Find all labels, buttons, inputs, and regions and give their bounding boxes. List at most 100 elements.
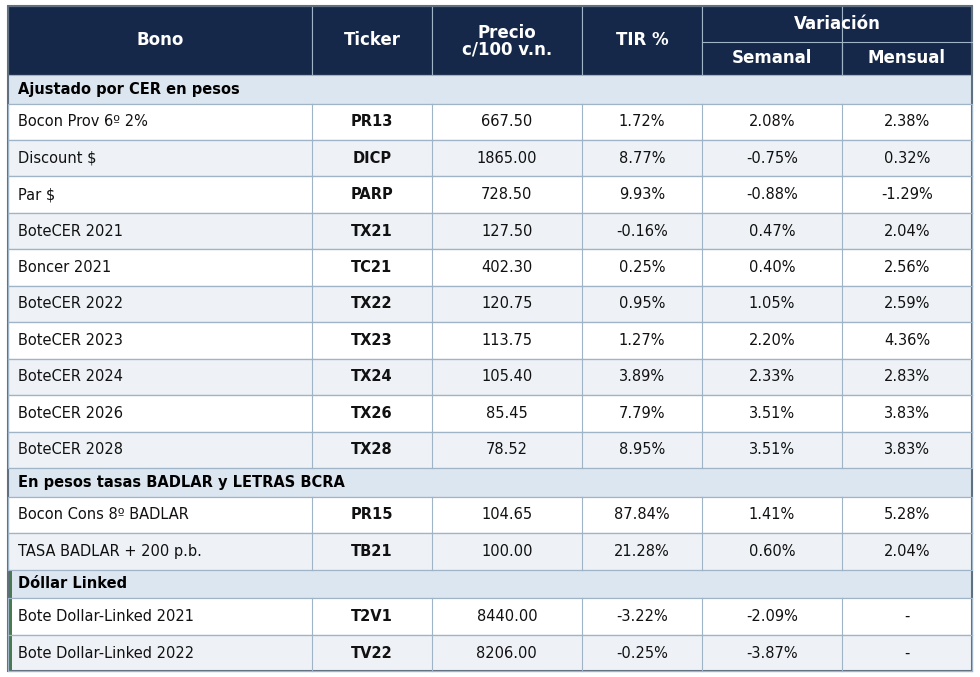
Text: 78.52: 78.52 <box>486 442 528 457</box>
Text: TASA BADLAR + 200 p.b.: TASA BADLAR + 200 p.b. <box>18 544 202 559</box>
Text: 3.83%: 3.83% <box>884 406 930 421</box>
Text: 8.95%: 8.95% <box>618 442 665 457</box>
Text: 3.83%: 3.83% <box>884 442 930 457</box>
Bar <box>312 5 432 74</box>
Text: 8.77%: 8.77% <box>618 151 665 166</box>
Text: -1.29%: -1.29% <box>881 187 933 202</box>
Bar <box>8 177 972 213</box>
Text: Mensual: Mensual <box>868 49 946 67</box>
Text: 0.40%: 0.40% <box>749 260 795 275</box>
Text: Bocon Prov 6º 2%: Bocon Prov 6º 2% <box>18 114 148 129</box>
Text: 0.25%: 0.25% <box>618 260 665 275</box>
Bar <box>8 497 972 533</box>
Text: -0.88%: -0.88% <box>746 187 798 202</box>
Bar <box>8 5 312 74</box>
Text: 4.36%: 4.36% <box>884 333 930 348</box>
Text: 113.75: 113.75 <box>481 333 532 348</box>
Text: Semanal: Semanal <box>732 49 812 67</box>
Text: TX23: TX23 <box>351 333 393 348</box>
Text: TB21: TB21 <box>351 544 393 559</box>
Text: Dóllar Linked: Dóllar Linked <box>18 577 127 592</box>
Bar <box>8 598 12 635</box>
Bar <box>8 322 972 359</box>
Text: 2.33%: 2.33% <box>749 370 795 385</box>
Text: 1.72%: 1.72% <box>618 114 665 129</box>
Bar <box>702 5 842 74</box>
Text: -3.22%: -3.22% <box>616 609 667 624</box>
Text: 1.41%: 1.41% <box>749 508 795 523</box>
Text: Bocon Cons 8º BADLAR: Bocon Cons 8º BADLAR <box>18 508 189 523</box>
Text: 3.89%: 3.89% <box>618 370 664 385</box>
Text: 87.84%: 87.84% <box>614 508 669 523</box>
Bar <box>842 5 972 74</box>
Text: 2.04%: 2.04% <box>884 544 930 559</box>
Text: Par $: Par $ <box>18 187 55 202</box>
Bar <box>8 140 972 177</box>
Text: BoteCER 2022: BoteCER 2022 <box>18 297 123 311</box>
Text: 7.79%: 7.79% <box>618 406 665 421</box>
Text: c/100 v.n.: c/100 v.n. <box>462 41 552 59</box>
Text: 2.38%: 2.38% <box>884 114 930 129</box>
Text: Bote Dollar-Linked 2021: Bote Dollar-Linked 2021 <box>18 609 194 624</box>
Text: BoteCER 2021: BoteCER 2021 <box>18 223 123 238</box>
Text: -: - <box>905 609 909 624</box>
Bar <box>581 5 702 74</box>
Text: 0.47%: 0.47% <box>749 223 795 238</box>
Text: En pesos tasas BADLAR y LETRAS BCRA: En pesos tasas BADLAR y LETRAS BCRA <box>18 475 345 490</box>
Text: 2.56%: 2.56% <box>884 260 930 275</box>
Text: BoteCER 2024: BoteCER 2024 <box>18 370 123 385</box>
Bar <box>8 569 972 598</box>
Text: TX26: TX26 <box>351 406 393 421</box>
Text: Discount $: Discount $ <box>18 151 96 166</box>
Text: PR13: PR13 <box>351 114 393 129</box>
Text: T2V1: T2V1 <box>351 609 393 624</box>
Bar <box>8 635 972 672</box>
Text: 1.05%: 1.05% <box>749 297 795 311</box>
Text: 9.93%: 9.93% <box>618 187 664 202</box>
Text: 100.00: 100.00 <box>481 544 532 559</box>
Text: 2.20%: 2.20% <box>749 333 796 348</box>
Bar <box>8 359 972 395</box>
Bar <box>8 635 12 672</box>
Text: 1.27%: 1.27% <box>618 333 665 348</box>
Text: 2.08%: 2.08% <box>749 114 795 129</box>
Text: BoteCER 2023: BoteCER 2023 <box>18 333 122 348</box>
Text: 0.32%: 0.32% <box>884 151 930 166</box>
Text: 667.50: 667.50 <box>481 114 532 129</box>
Text: BoteCER 2028: BoteCER 2028 <box>18 442 123 457</box>
Text: 127.50: 127.50 <box>481 223 532 238</box>
Bar <box>8 74 972 104</box>
Text: TIR %: TIR % <box>615 31 668 49</box>
Text: Ajustado por CER en pesos: Ajustado por CER en pesos <box>18 82 240 97</box>
Text: 8206.00: 8206.00 <box>476 646 537 661</box>
Text: 2.04%: 2.04% <box>884 223 930 238</box>
Text: 728.50: 728.50 <box>481 187 532 202</box>
Text: 105.40: 105.40 <box>481 370 532 385</box>
Bar <box>432 5 581 74</box>
Text: 8440.00: 8440.00 <box>476 609 537 624</box>
Bar <box>8 213 972 249</box>
Bar <box>8 533 972 569</box>
Bar <box>8 598 972 635</box>
Text: TX22: TX22 <box>351 297 393 311</box>
Text: 85.45: 85.45 <box>486 406 528 421</box>
Text: -0.75%: -0.75% <box>746 151 798 166</box>
Text: PARP: PARP <box>351 187 393 202</box>
Text: Bono: Bono <box>136 31 183 49</box>
Text: Ticker: Ticker <box>343 31 401 49</box>
Bar <box>8 569 12 598</box>
Bar <box>8 395 972 431</box>
Text: -3.87%: -3.87% <box>746 646 798 661</box>
Text: 104.65: 104.65 <box>481 508 532 523</box>
Text: 120.75: 120.75 <box>481 297 532 311</box>
Text: -: - <box>905 646 909 661</box>
Text: 5.28%: 5.28% <box>884 508 930 523</box>
Text: 402.30: 402.30 <box>481 260 532 275</box>
Text: Boncer 2021: Boncer 2021 <box>18 260 112 275</box>
Text: TX24: TX24 <box>351 370 393 385</box>
Bar <box>8 431 972 468</box>
Text: TX28: TX28 <box>351 442 393 457</box>
Text: -0.25%: -0.25% <box>615 646 667 661</box>
Text: 0.60%: 0.60% <box>749 544 795 559</box>
Text: 2.59%: 2.59% <box>884 297 930 311</box>
